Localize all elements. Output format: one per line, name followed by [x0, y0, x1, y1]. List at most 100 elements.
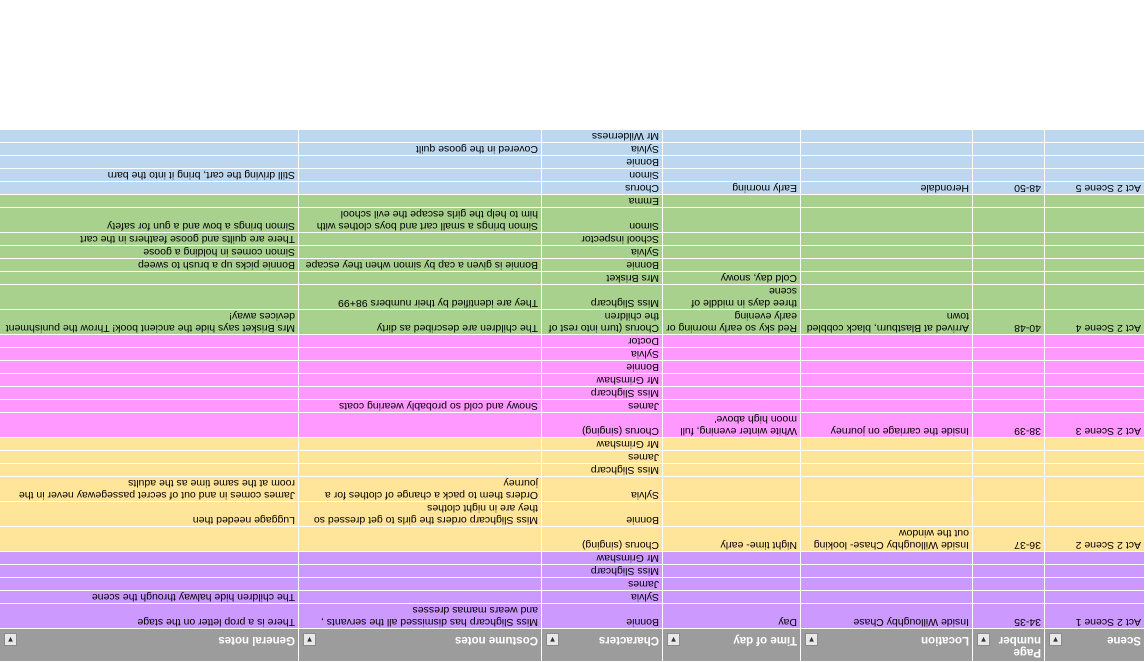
time-of-day-cell[interactable] [662, 399, 801, 413]
location-cell[interactable] [800, 386, 973, 400]
scene-cell[interactable] [1044, 450, 1145, 464]
dropdown-arrow-icon[interactable]: ▼ [667, 633, 680, 646]
character-cell[interactable]: Miss Slighcarp [541, 564, 663, 578]
page-number-cell[interactable] [972, 399, 1045, 413]
character-cell[interactable]: Chorus (turn into rest of the children [541, 309, 663, 335]
costume-notes-cell[interactable] [298, 181, 542, 195]
time-of-day-cell[interactable] [662, 437, 801, 451]
character-cell[interactable]: Mr Grimshaw [541, 437, 663, 451]
page-number-cell[interactable] [972, 360, 1045, 374]
costume-notes-cell[interactable] [298, 551, 542, 565]
general-notes-cell[interactable] [0, 334, 299, 348]
costume-notes-cell[interactable] [298, 463, 542, 477]
location-cell[interactable] [800, 334, 973, 348]
location-cell[interactable] [800, 564, 973, 578]
location-cell[interactable]: Arrived at Blastburn, black cobbled town [800, 309, 973, 335]
scene-cell[interactable] [1044, 463, 1145, 477]
time-of-day-cell[interactable] [662, 551, 801, 565]
location-cell[interactable] [800, 450, 973, 464]
scene-cell[interactable] [1044, 564, 1145, 578]
general-notes-cell[interactable] [0, 577, 299, 591]
time-of-day-cell[interactable] [662, 450, 801, 464]
column-header-location[interactable]: Location ▼ [800, 628, 973, 662]
page-number-cell[interactable] [972, 373, 1045, 387]
location-cell[interactable] [800, 551, 973, 565]
page-number-cell[interactable] [972, 194, 1045, 208]
scene-cell[interactable] [1044, 245, 1145, 259]
column-header-page-number[interactable]: Page number ▼ [972, 628, 1045, 662]
column-header-characters[interactable]: Characters ▼ [541, 628, 663, 662]
scene-cell[interactable] [1044, 399, 1145, 413]
time-of-day-cell[interactable]: three days in middle of scene [662, 284, 801, 310]
column-header-costume-notes[interactable]: Costume notes ▼ [298, 628, 542, 662]
page-number-cell[interactable] [972, 437, 1045, 451]
general-notes-cell[interactable] [0, 399, 299, 413]
character-cell[interactable]: Sylvia [541, 590, 663, 604]
character-cell[interactable]: Miss Slighcarp [541, 386, 663, 400]
character-cell[interactable]: Bonnie [541, 258, 663, 272]
location-cell[interactable] [800, 129, 973, 143]
scene-cell[interactable] [1044, 207, 1145, 233]
time-of-day-cell[interactable] [662, 564, 801, 578]
costume-notes-cell[interactable] [298, 373, 542, 387]
costume-notes-cell[interactable] [298, 245, 542, 259]
scene-cell[interactable]: Act 2 Scene 3 [1044, 412, 1145, 438]
page-number-cell[interactable]: 36-37 [972, 526, 1045, 552]
costume-notes-cell[interactable] [298, 271, 542, 285]
time-of-day-cell[interactable] [662, 360, 801, 374]
costume-notes-cell[interactable]: Covered in the goose quilt [298, 142, 542, 156]
character-cell[interactable]: Mr Grimshaw [541, 551, 663, 565]
costume-notes-cell[interactable] [298, 232, 542, 246]
scene-cell[interactable] [1044, 168, 1145, 182]
general-notes-cell[interactable]: Mrs Brisket says hide the ancient book! … [0, 309, 299, 335]
time-of-day-cell[interactable] [662, 373, 801, 387]
general-notes-cell[interactable] [0, 412, 299, 438]
costume-notes-cell[interactable]: Miss Slighcarp orders the girls to get d… [298, 501, 542, 527]
page-number-cell[interactable] [972, 386, 1045, 400]
time-of-day-cell[interactable] [662, 142, 801, 156]
time-of-day-cell[interactable] [662, 194, 801, 208]
location-cell[interactable] [800, 437, 973, 451]
costume-notes-cell[interactable] [298, 412, 542, 438]
scene-cell[interactable] [1044, 577, 1145, 591]
time-of-day-cell[interactable]: Night time- early [662, 526, 801, 552]
general-notes-cell[interactable]: Simon brings a bow and a gun for safety [0, 207, 299, 233]
general-notes-cell[interactable] [0, 194, 299, 208]
location-cell[interactable]: Herondale [800, 181, 973, 195]
costume-notes-cell[interactable] [298, 577, 542, 591]
costume-notes-cell[interactable] [298, 155, 542, 169]
time-of-day-cell[interactable] [662, 476, 801, 502]
location-cell[interactable] [800, 476, 973, 502]
time-of-day-cell[interactable] [662, 463, 801, 477]
general-notes-cell[interactable]: There is a prop letter on the stage [0, 603, 299, 629]
costume-notes-cell[interactable]: The children are described as dirty [298, 309, 542, 335]
scene-cell[interactable] [1044, 142, 1145, 156]
page-number-cell[interactable]: 38-39 [972, 412, 1045, 438]
time-of-day-cell[interactable] [662, 258, 801, 272]
general-notes-cell[interactable] [0, 551, 299, 565]
dropdown-arrow-icon[interactable]: ▼ [1049, 633, 1062, 646]
location-cell[interactable] [800, 501, 973, 527]
time-of-day-cell[interactable] [662, 232, 801, 246]
costume-notes-cell[interactable]: Miss Slighcarp has dismissed all the ser… [298, 603, 542, 629]
character-cell[interactable]: Chorus [541, 181, 663, 195]
general-notes-cell[interactable] [0, 386, 299, 400]
scene-cell[interactable] [1044, 551, 1145, 565]
location-cell[interactable] [800, 258, 973, 272]
costume-notes-cell[interactable] [298, 564, 542, 578]
scene-cell[interactable] [1044, 501, 1145, 527]
time-of-day-cell[interactable] [662, 334, 801, 348]
page-number-cell[interactable] [972, 551, 1045, 565]
costume-notes-cell[interactable] [298, 194, 542, 208]
scene-cell[interactable]: Act 2 Scene 5 [1044, 181, 1145, 195]
costume-notes-cell[interactable]: Snowy and cold so probably wearing coats [298, 399, 542, 413]
general-notes-cell[interactable]: James comes in and out of secret passege… [0, 476, 299, 502]
character-cell[interactable]: Simon [541, 168, 663, 182]
character-cell[interactable]: Miss Slighcarp [541, 463, 663, 477]
time-of-day-cell[interactable] [662, 501, 801, 527]
scene-cell[interactable] [1044, 476, 1145, 502]
scene-cell[interactable] [1044, 347, 1145, 361]
scene-cell[interactable] [1044, 437, 1145, 451]
costume-notes-cell[interactable] [298, 360, 542, 374]
general-notes-cell[interactable] [0, 463, 299, 477]
